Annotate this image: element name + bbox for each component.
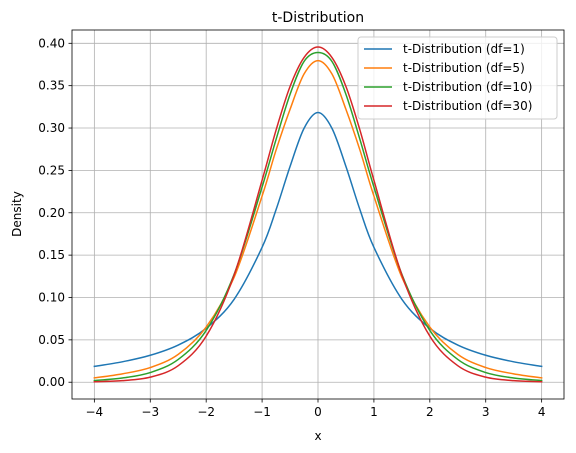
x-tick-label: −4 (86, 405, 104, 419)
series-line-1 (93, 111, 543, 368)
series-line-3 (93, 51, 543, 382)
x-tick-label: 0 (314, 405, 322, 419)
y-tick-label: 0.35 (38, 79, 65, 93)
x-tick-label: 1 (370, 405, 378, 419)
ticks: −4 −3 −2 −1 0 1 2 3 4 0.00 0.05 0.10 0.15 0.20 0.25 0.3… (38, 36, 545, 419)
x-tick-label: 3 (482, 405, 490, 419)
legend-label: t-Distribution (df=30) (403, 99, 532, 113)
series-line-4 (93, 46, 543, 383)
chart-title: t-Distribution (272, 10, 364, 26)
x-tick-label: 2 (426, 405, 434, 419)
legend: t-Distribution (df=1) t-Distribution (df=… (357, 36, 558, 120)
x-tick-label: −1 (253, 405, 271, 419)
y-tick-label: 0.40 (38, 36, 65, 50)
legend-label: t-Distribution (df=10) (403, 80, 532, 94)
x-tick-label: −2 (197, 405, 215, 419)
x-axis-label: x (314, 429, 321, 443)
y-tick-label: 0.25 (38, 163, 65, 177)
y-tick-label: 0.15 (38, 248, 65, 262)
legend-box (357, 36, 558, 120)
y-tick-label: 0.05 (38, 333, 65, 347)
series-layer (93, 46, 543, 383)
series-line-2 (93, 59, 543, 379)
legend-label: t-Distribution (df=5) (403, 61, 525, 75)
legend-label: t-Distribution (df=1) (403, 42, 525, 56)
x-tick-label: −3 (141, 405, 159, 419)
y-tick-label: 0.20 (38, 206, 65, 220)
x-tick-label: 4 (538, 405, 546, 419)
y-tick-label: 0.00 (38, 375, 65, 389)
y-tick-label: 0.30 (38, 121, 65, 135)
y-axis-label: Density (10, 191, 24, 237)
y-tick-label: 0.10 (38, 290, 65, 304)
